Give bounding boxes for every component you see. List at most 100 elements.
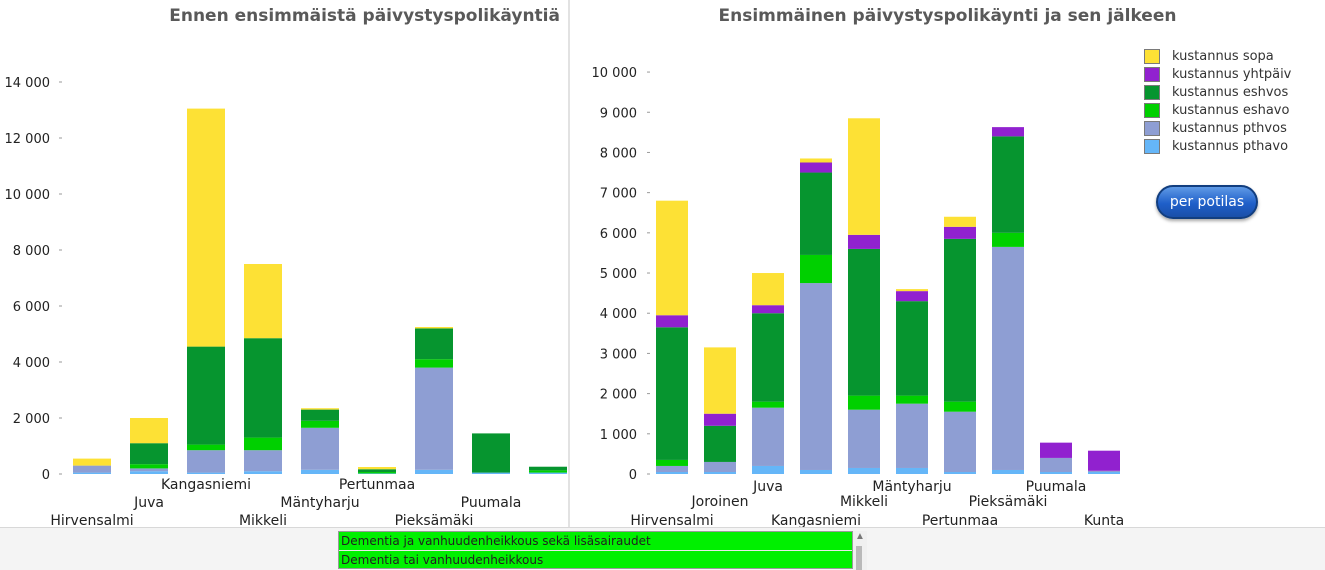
bar-segment-kustannus-eshvos [415,328,453,360]
right-chart: 0 1 000 2 000 3 000 4 000 5 000 6 000 7 000 8 00… [592,66,1125,529]
x-category-label: Mäntyharju [280,495,359,511]
bar-segment-kustannus-eshavo [800,254,832,284]
bar-segment-kustannus-eshavo [244,437,282,451]
bar-segment-kustannus-sopa [301,408,339,410]
y-tick-label: 0 [629,468,637,483]
bar-segment-kustannus-pthvos [1088,470,1120,472]
y-tick-label: 6 000 [13,300,50,315]
bottom-divider [0,527,1325,528]
x-category-label: Pieksämäki [395,513,474,527]
legend-item-pthvos: kustannus pthvos [1144,119,1291,137]
bar-segment-kustannus-eshvos [656,327,688,460]
bar-segment-kustannus-yhtp-iv [656,315,688,328]
bar-segment-kustannus-pthavo [358,473,396,474]
bar-segment-kustannus-yhtp-iv [896,291,928,302]
y-tick-label: 1 000 [600,428,637,443]
legend-item-sopa: kustannus sopa [1144,47,1291,65]
left-chart-panel: Ennen ensimmäistä päivystyspolikäyntiä 0… [0,0,568,529]
bar-segment-kustannus-eshavo [896,395,928,404]
bar-segment-kustannus-pthavo [301,469,339,474]
left-chart-title: Ennen ensimmäistä päivystyspolikäyntiä [169,6,560,26]
bar-segment-kustannus-eshvos [944,238,976,402]
bar-segment-kustannus-pthavo [1040,471,1072,474]
bar-segment-kustannus-eshvos [130,443,168,465]
bar-segment-kustannus-sopa [656,200,688,316]
bar-segment-kustannus-sopa [358,467,396,470]
y-tick-label: 14 000 [5,76,51,91]
y-tick-label: 0 [42,468,50,483]
bar-segment-kustannus-eshvos [301,409,339,421]
bar-segment-kustannus-pthavo [187,472,225,474]
bar-segment-kustannus-eshavo [656,459,688,466]
bar-segment-kustannus-pthvos [1040,457,1072,472]
legend-swatch [1144,48,1160,64]
legend-label: kustannus pthvos [1172,120,1287,136]
list-item[interactable]: Dementia tai vanhuudenheikkous [339,550,852,569]
bar-segment-kustannus-pthavo [656,471,688,474]
bar-segment-kustannus-pthavo [848,467,880,474]
legend-swatch [1144,66,1160,82]
y-tick-label: 2 000 [600,388,637,403]
per-potilas-button[interactable]: per potilas [1156,185,1258,219]
bar-segment-kustannus-eshavo [301,420,339,428]
legend-item-pthavo: kustannus pthavo [1144,137,1291,155]
bar-segment-kustannus-yhtp-iv [992,127,1024,137]
bar-segment-kustannus-eshvos [529,466,567,471]
x-category-label: Puumala [1026,479,1087,495]
x-category-label: Hirvensalmi [630,513,713,527]
legend-label: kustannus eshvos [1172,84,1289,100]
x-category-label: Pertunmaa [339,477,415,493]
bar-segment-kustannus-pthvos [301,427,339,470]
legend-item-eshavo: kustannus eshavo [1144,101,1291,119]
legend-swatch [1144,120,1160,136]
diagnosis-listbox[interactable]: Dementia ja vanhuudenheikkous sekä lisäs… [338,531,853,569]
y-tick-label: 3 000 [600,347,637,362]
bar-segment-kustannus-sopa [244,264,282,339]
y-tick-label: 5 000 [600,267,637,282]
bar-segment-kustannus-yhtp-iv [704,413,736,426]
bar-segment-kustannus-sopa [944,216,976,227]
bar-segment-kustannus-pthvos [752,407,784,466]
bar-segment-kustannus-sopa [848,118,880,235]
x-category-label: Puumala [461,495,522,511]
bar-segment-kustannus-sopa [800,158,832,163]
bar-segment-kustannus-pthavo [244,471,282,474]
bar-segment-kustannus-eshvos [896,301,928,396]
bar-segment-kustannus-eshavo [992,232,1024,247]
legend-item-yhtpaiv: kustannus yhtpäiv [1144,65,1291,83]
right-chart-title: Ensimmäinen päivystyspolikäynti ja sen j… [718,6,1177,26]
bar-segment-kustannus-pthvos [704,461,736,472]
y-tick-label: 7 000 [600,187,637,202]
bar-segment-kustannus-pthavo [1088,471,1120,474]
bar-segment-kustannus-eshavo [415,359,453,368]
scroll-up-icon[interactable]: ▲ [855,531,865,542]
bar-segment-kustannus-eshvos [472,433,510,473]
legend-swatch [1144,138,1160,154]
bar-segment-kustannus-pthavo [529,472,567,474]
scroll-thumb[interactable] [856,546,862,570]
bar-segment-kustannus-pthavo [415,469,453,474]
bar-segment-kustannus-pthvos [992,246,1024,470]
bar-segment-kustannus-sopa [187,108,225,347]
x-category-label: Juva [133,495,164,511]
bar-segment-kustannus-eshavo [358,472,396,474]
bar-segment-kustannus-eshavo [752,401,784,408]
bar-segment-kustannus-sopa [752,273,784,306]
list-item[interactable]: Dementia ja vanhuudenheikkous sekä lisäs… [341,534,651,548]
bar-segment-kustannus-yhtp-iv [752,305,784,314]
legend-label: kustannus sopa [1172,48,1274,64]
bar-segment-kustannus-pthavo [73,472,111,474]
listbox-scrollbar[interactable]: ▲ [853,531,867,570]
bar-segment-kustannus-eshvos [244,338,282,438]
y-tick-label: 8 000 [600,146,637,161]
bar-segment-kustannus-pthavo [992,469,1024,474]
y-tick-label: 4 000 [13,356,50,371]
bar-segment-kustannus-pthvos [73,465,111,473]
legend-swatch [1144,84,1160,100]
bar-segment-kustannus-eshvos [358,469,396,473]
x-category-label: Mikkeli [239,513,287,527]
bar-segment-kustannus-pthavo [130,471,168,474]
bar-segment-kustannus-eshvos [992,136,1024,233]
x-category-label: Mikkeli [840,494,888,510]
bar-segment-kustannus-eshvos [704,425,736,462]
